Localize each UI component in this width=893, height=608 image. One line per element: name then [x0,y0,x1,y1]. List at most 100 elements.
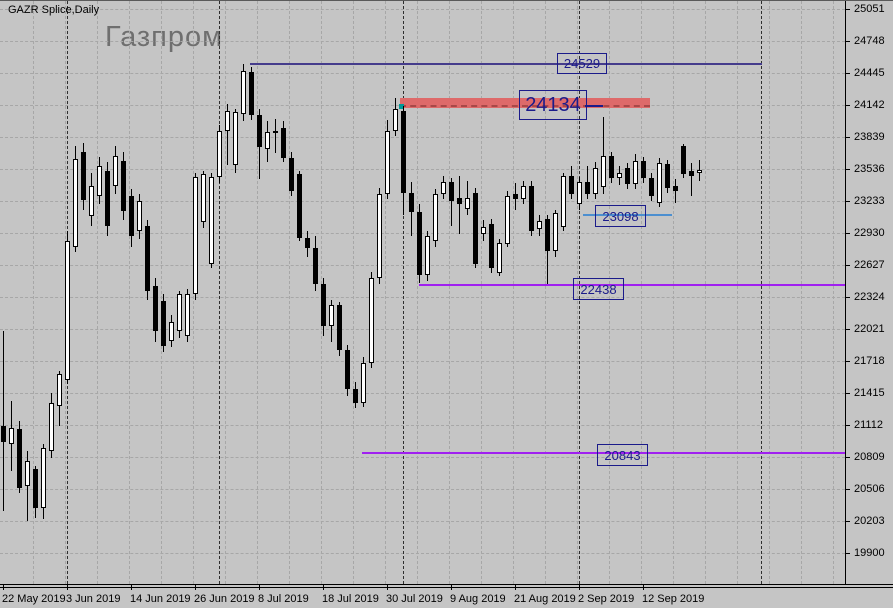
candle-body [105,171,110,226]
time-axis-tick [387,585,388,590]
candle-body [545,219,550,251]
symbol-period-label: GAZR Splice,Daily [8,4,100,16]
candlestick [513,183,518,210]
candlestick [169,315,174,348]
zone-price-label[interactable]: 24134 [519,90,587,120]
candle-body [81,151,86,201]
supply-zone-mid-dash [400,104,650,107]
candle-body [297,174,302,238]
candlestick [281,121,286,163]
candle-wick [459,175,460,235]
price-axis-label: 22930 [854,227,885,239]
candlestick [545,215,550,285]
price-level-label[interactable]: 22438 [573,278,624,300]
h-gridline [0,233,845,234]
v-gridline [769,1,770,584]
price-axis-label: 22021 [854,323,885,335]
price-axis-label: 20809 [854,451,885,463]
axis-border-line [0,587,893,588]
candlestick [449,178,454,226]
candlestick [385,119,390,200]
candlestick [457,175,462,235]
candle-body [25,461,30,487]
h-gridline [0,201,845,202]
time-axis-tick [195,585,196,590]
price-level-line[interactable] [362,452,845,455]
candle-body [265,132,270,149]
candle-body [169,321,174,342]
candlestick [641,156,646,184]
price-level-line[interactable] [250,63,762,66]
candlestick [209,172,214,268]
zone-label-tail [585,104,603,107]
candlestick [313,236,318,292]
time-axis-tick [323,585,324,590]
time-axis-label: 2 Sep 2019 [578,593,635,605]
time-axis-tick [67,585,68,590]
price-axis-tick [845,265,850,266]
time-axis-label: 22 May 2019 [2,593,66,605]
candle-wick [603,116,604,194]
candlestick [305,230,310,258]
price-level-line[interactable] [583,214,672,217]
candle-body [665,163,670,188]
candle-body [289,157,294,191]
price-axis-label: 20506 [854,483,885,495]
candle-body [497,243,502,273]
candlestick [649,172,654,202]
candle-body [505,196,510,245]
candlestick [425,230,430,281]
candlestick [361,356,366,408]
candlestick [393,98,398,136]
price-axis-label: 21112 [854,419,883,431]
price-axis-tick [845,73,850,74]
h-gridline [0,425,845,426]
h-gridline [0,41,845,42]
candlestick [1,331,6,511]
candle-wick [227,104,228,166]
v-gridline [609,1,610,584]
candlestick [369,272,374,369]
time-axis-label: 9 Aug 2019 [450,593,506,605]
candle-body [449,182,454,201]
price-level-label[interactable]: 24529 [557,53,607,74]
time-axis-tick [131,585,132,590]
price-axis[interactable]: 25051 24748 24445 24142 23839 23536 23233 22930… [845,1,893,584]
candlestick [137,193,142,240]
candle-body [65,241,70,380]
candlestick [353,381,358,409]
candle-body [17,429,22,489]
price-level-label[interactable]: 23098 [595,205,646,227]
candle-body [33,469,38,508]
candle-wick [691,162,692,197]
watermark-title: Газпром [105,21,224,53]
candlestick [561,172,566,231]
price-level-label[interactable]: 20843 [597,444,648,466]
candle-body [281,127,286,158]
candle-body [673,185,678,191]
price-axis-label: 19900 [854,547,885,559]
price-axis-tick [845,41,850,42]
candle-body [689,170,694,176]
price-level-line[interactable] [419,283,845,286]
candlestick [553,209,558,258]
v-gridline [449,1,450,584]
candle-body [145,225,150,291]
v-gridline [673,1,674,584]
candlestick [401,105,406,216]
price-axis-tick [845,169,850,170]
candle-body [329,304,334,326]
candlestick [465,181,470,216]
candlestick [113,146,118,194]
candle-body [569,175,574,194]
price-axis-tick [845,425,850,426]
candlestick [289,151,294,197]
candlestick [337,301,342,356]
supply-zone-rectangle[interactable] [400,98,650,108]
zone-anchor-point[interactable] [399,103,404,109]
price-axis-label: 24142 [854,99,885,111]
candlestick [417,204,422,283]
price-chart-area[interactable]: 24529 23098 22438 20843 24134 [0,1,845,584]
time-axis[interactable]: 22 May 2019 3 Jun 2019 14 Jun 2019 26 Jun 2… [0,584,893,608]
